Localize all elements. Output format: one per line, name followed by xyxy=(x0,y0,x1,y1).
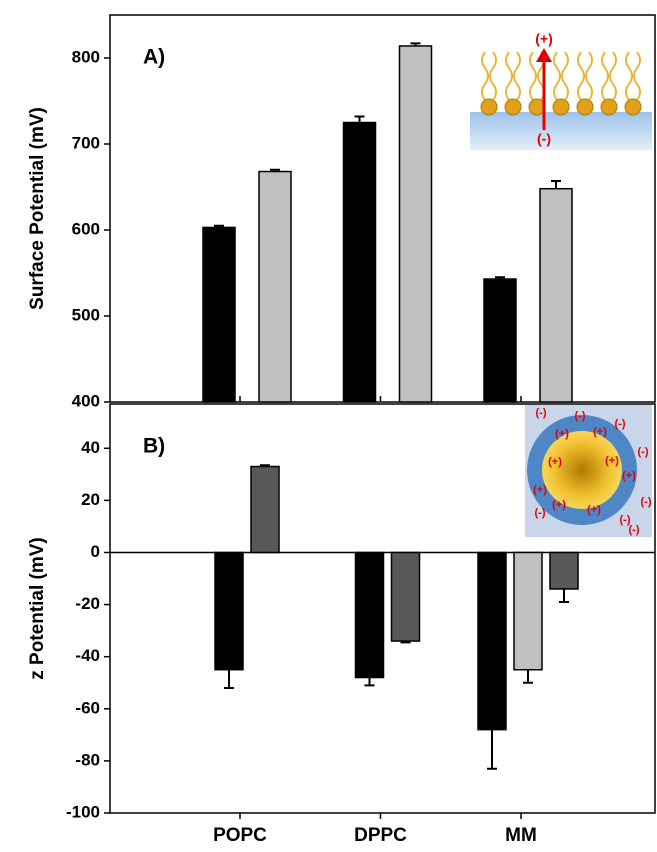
bar xyxy=(342,121,377,403)
y-tick-label: -60 xyxy=(75,698,100,717)
inset-label: (-) xyxy=(641,496,652,508)
error-bar xyxy=(354,115,365,123)
y-axis-title: z Potential (mV) xyxy=(27,537,48,680)
plot-frame xyxy=(109,403,656,814)
bar xyxy=(390,551,421,642)
y-tick-label: 400 xyxy=(72,391,100,410)
y-tick-label: 0 xyxy=(91,542,100,561)
y-tick-label: -80 xyxy=(75,750,100,769)
error-bar xyxy=(400,641,411,644)
x-tick-label: POPC xyxy=(213,825,267,846)
inset-label: (+) xyxy=(533,484,547,496)
panel-label: A) xyxy=(143,46,165,69)
bar xyxy=(539,187,573,403)
inset-label: (-) xyxy=(535,507,546,519)
bar xyxy=(549,551,579,590)
y-tick-label: 500 xyxy=(72,305,100,324)
y-tick-label: 800 xyxy=(72,47,100,66)
error-bar xyxy=(559,588,569,603)
error-bar xyxy=(551,179,561,189)
y-tick-label: 600 xyxy=(72,219,100,238)
inset-label: (-) xyxy=(620,514,631,526)
bar xyxy=(250,465,280,554)
inset-label: (+) xyxy=(605,455,619,467)
inset-label: (-) xyxy=(575,410,586,422)
error-bar xyxy=(495,276,505,280)
error-bar xyxy=(410,42,421,46)
bar xyxy=(398,45,433,403)
inset-label: (-) xyxy=(629,524,640,536)
bar xyxy=(477,551,507,731)
error-bar xyxy=(523,669,533,684)
bar xyxy=(513,551,543,671)
inset-label: (+) xyxy=(548,456,562,468)
inset-membrane xyxy=(470,48,652,150)
x-tick-label: MM xyxy=(505,825,537,846)
inset-label: (-) xyxy=(536,407,547,419)
bar xyxy=(483,278,517,403)
error-bar xyxy=(364,677,375,687)
inset-particle xyxy=(525,405,652,537)
error-bar xyxy=(270,168,280,172)
y-tick-label: 40 xyxy=(81,438,100,457)
y-tick-label: -40 xyxy=(75,646,100,665)
inset-label: (+) xyxy=(587,504,601,516)
inset-label: (-) xyxy=(638,446,649,458)
y-tick-label: -100 xyxy=(66,802,100,821)
x-tick-label: DPPC xyxy=(354,825,407,846)
error-bar xyxy=(214,224,224,228)
plot-frame xyxy=(109,14,656,403)
bar xyxy=(202,226,236,403)
inset-label: (+) xyxy=(622,470,636,482)
y-tick-label: 20 xyxy=(81,490,100,509)
y-tick-label: 700 xyxy=(72,133,100,152)
inset-label: (+) xyxy=(593,426,607,438)
error-bar xyxy=(224,669,234,689)
y-axis-title: Surface Potential (mV) xyxy=(27,107,48,310)
bar xyxy=(258,170,292,403)
error-bar xyxy=(487,729,497,770)
inset-label: (+) xyxy=(552,499,566,511)
inset-label: (-) xyxy=(537,131,551,147)
inset-label: (+) xyxy=(555,428,569,440)
bar xyxy=(354,551,385,679)
bar xyxy=(214,551,244,671)
inset-label: (+) xyxy=(535,31,553,47)
panel-label: B) xyxy=(143,435,165,458)
error-bar xyxy=(260,464,270,467)
y-tick-label: -20 xyxy=(75,594,100,613)
inset-label: (-) xyxy=(615,418,626,430)
